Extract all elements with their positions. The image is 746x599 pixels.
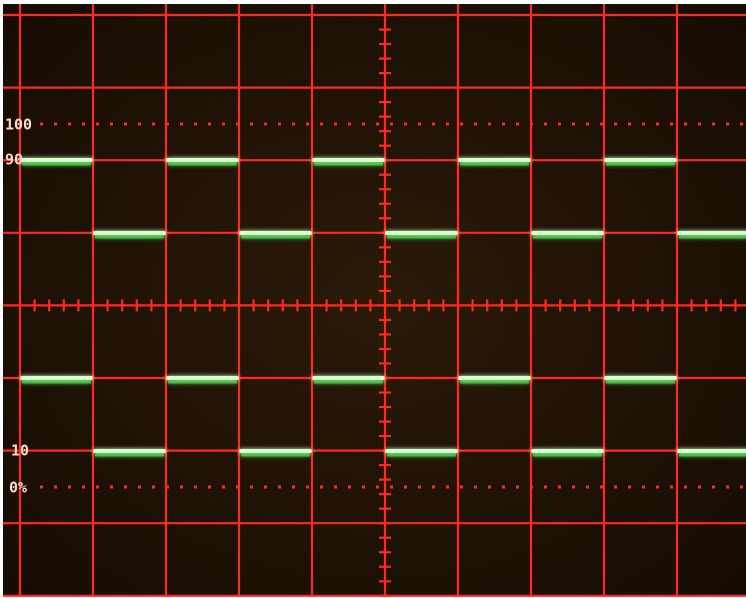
screen <box>3 4 746 596</box>
label-0: 0% <box>9 479 27 497</box>
label-10: 10 <box>11 442 29 460</box>
label-90: 90 <box>5 151 23 169</box>
page: 100 90 10 0% (() => { const data = JSON.… <box>0 0 746 599</box>
oscilloscope-screen: 100 90 10 0% <box>0 0 746 599</box>
label-100: 100 <box>5 116 32 134</box>
